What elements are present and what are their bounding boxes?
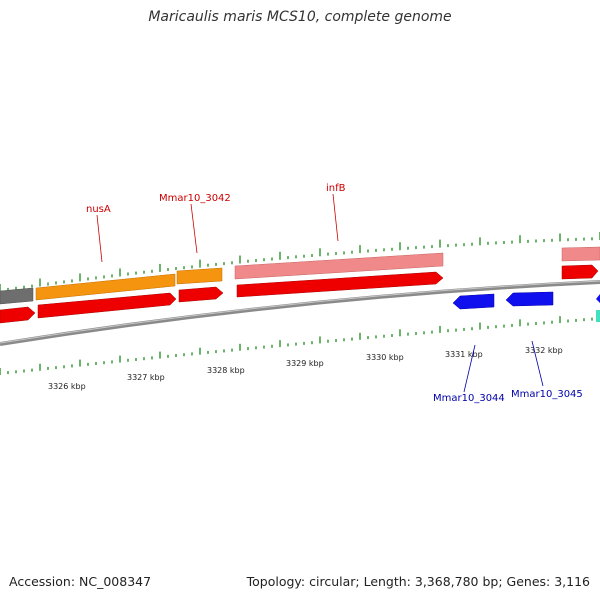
gene-label-nusA[interactable]: nusA bbox=[86, 204, 111, 215]
leader-line-nusA bbox=[96, 214, 103, 263]
genome-title: Maricaulis maris MCS10, complete genome bbox=[148, 9, 452, 25]
genome-backbone bbox=[0, 280, 600, 346]
cds-arrow-mmar10-3042[interactable] bbox=[178, 286, 224, 303]
cds-arrow-mmar10-3044[interactable] bbox=[452, 293, 495, 310]
cds-arrow-nusA[interactable] bbox=[37, 292, 177, 319]
outer-tick-marks bbox=[0, 232, 600, 292]
cds-arrow-right-edge-blue[interactable] bbox=[596, 294, 600, 303]
cds-arrow-infB[interactable] bbox=[236, 271, 444, 298]
tick-label-3331: 3331 kbp bbox=[445, 350, 483, 359]
feature-cyan-right[interactable] bbox=[596, 310, 600, 322]
gene-label-mmar10-3042[interactable]: Mmar10_3042 bbox=[159, 193, 231, 204]
tick-label-3330: 3330 kbp bbox=[366, 353, 404, 362]
gene-labels: nusA Mmar10_3042 infB Mmar10_3044 Mmar10… bbox=[86, 183, 583, 404]
accession-text: Accession: NC_008347 bbox=[9, 574, 152, 589]
gene-label-mmar10-3044[interactable]: Mmar10_3044 bbox=[433, 393, 505, 404]
feature-gray-left[interactable] bbox=[0, 287, 34, 305]
cds-arrow-left-edge[interactable] bbox=[0, 306, 36, 324]
gene-label-infB[interactable]: infB bbox=[326, 183, 346, 194]
leader-line-mmar10-3044 bbox=[463, 344, 476, 393]
tick-label-3329: 3329 kbp bbox=[286, 359, 324, 368]
axis-tick-labels: 3326 kbp 3327 kbp 3328 kbp 3329 kbp 3330… bbox=[48, 346, 563, 391]
genome-summary-text: Topology: circular; Length: 3,368,780 bp… bbox=[246, 574, 590, 589]
cds-arrow-right-edge[interactable] bbox=[561, 264, 599, 280]
tick-label-3327: 3327 kbp bbox=[127, 373, 165, 382]
leader-line-mmar10-3045 bbox=[531, 340, 544, 387]
reverse-cds-track bbox=[452, 291, 600, 310]
genome-backbone-highlight bbox=[0, 280, 600, 344]
tick-label-3328: 3328 kbp bbox=[207, 366, 245, 375]
gene-label-mmar10-3045[interactable]: Mmar10_3045 bbox=[511, 389, 583, 400]
upper-feature-track bbox=[0, 246, 600, 305]
leader-line-mmar10-3042 bbox=[190, 203, 198, 254]
tick-label-3326: 3326 kbp bbox=[48, 382, 86, 391]
feature-light-red-infB[interactable] bbox=[234, 252, 444, 280]
feature-orange-mmar10-3042-region[interactable] bbox=[176, 267, 223, 285]
forward-cds-track bbox=[0, 264, 599, 324]
tick-label-3332: 3332 kbp bbox=[525, 346, 563, 355]
inner-tick-marks bbox=[0, 313, 600, 375]
feature-orange-nusA-region[interactable] bbox=[35, 273, 176, 301]
cds-arrow-mmar10-3045[interactable] bbox=[505, 291, 554, 307]
feature-light-red-right[interactable] bbox=[561, 246, 600, 262]
leader-line-infB bbox=[332, 193, 339, 242]
